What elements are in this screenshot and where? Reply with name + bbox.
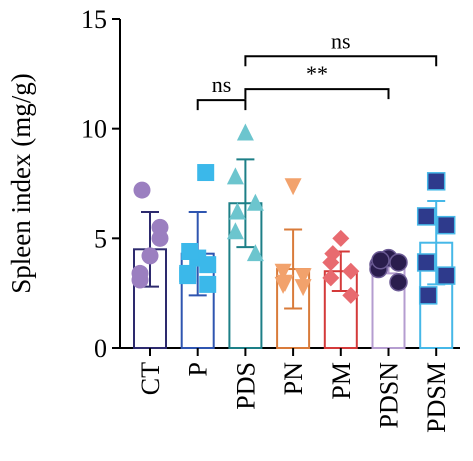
point-pds-3 <box>226 222 244 240</box>
point-pdsm-1 <box>416 207 436 226</box>
point-pds-1 <box>226 167 244 185</box>
x-tick-label-ct: CT <box>136 362 165 395</box>
point-pdsn-2 <box>389 253 408 272</box>
point-p-6 <box>197 164 215 182</box>
x-tick-label-pn: PN <box>279 362 308 395</box>
point-pm-4 <box>342 286 360 304</box>
point-pds-4 <box>246 244 264 262</box>
point-pn-4 <box>294 279 312 297</box>
point-pdsn-4 <box>389 272 408 292</box>
point-pm-0 <box>332 229 350 247</box>
point-ct-4 <box>151 218 169 236</box>
point-ct-3 <box>131 271 149 289</box>
point-pdsm-3 <box>416 253 436 272</box>
point-p-2 <box>199 275 217 293</box>
y-tick-label-15: 15 <box>81 5 107 34</box>
point-p-5 <box>181 242 199 260</box>
bracket-line-2 <box>244 88 390 100</box>
point-ct-0 <box>141 247 159 265</box>
y-axis-title: Spleen index (mg/g) <box>6 73 36 293</box>
x-tick-label-pm: PM <box>327 362 356 400</box>
y-tick-label-0: 0 <box>94 334 107 363</box>
point-pds-5 <box>228 202 246 220</box>
bracket-line-1 <box>244 55 438 67</box>
point-p-4 <box>199 256 217 274</box>
point-pdsm-5 <box>418 286 438 305</box>
point-pn-5 <box>276 274 294 292</box>
significance-bracket-2: ** <box>244 61 390 100</box>
bracket-label-1: ns <box>331 28 351 53</box>
point-pdsm-4 <box>436 266 456 285</box>
point-pn-1 <box>274 263 292 281</box>
point-p-3 <box>179 267 197 285</box>
point-pm-2 <box>342 262 360 280</box>
y-tick-label-5: 5 <box>94 224 107 253</box>
x-tick-label-pds: PDS <box>231 362 260 410</box>
point-pm-5 <box>324 245 342 263</box>
point-pn-0 <box>284 178 302 196</box>
x-tick-label-pdsm: PDSM <box>422 362 451 433</box>
significance-bracket-1: ns <box>244 28 438 67</box>
x-tick-label-pdsn: PDSN <box>375 362 404 429</box>
point-ct-5 <box>133 181 151 199</box>
y-tick-label-10: 10 <box>81 115 107 144</box>
point-pn-2 <box>294 268 312 286</box>
point-pm-3 <box>322 269 340 287</box>
point-pds-0 <box>236 123 254 141</box>
bracket-label-2: ** <box>306 61 328 86</box>
x-tick-label-p: P <box>184 362 213 376</box>
bracket-line-0 <box>196 99 247 111</box>
point-pm-1 <box>322 253 340 271</box>
bracket-label-0: ns <box>212 72 232 97</box>
point-pdsm-0 <box>426 172 446 191</box>
significance-bracket-0: ns <box>196 72 247 111</box>
point-pdsn-5 <box>371 251 390 270</box>
point-pds-2 <box>246 193 264 211</box>
point-pdsm-2 <box>436 215 456 235</box>
